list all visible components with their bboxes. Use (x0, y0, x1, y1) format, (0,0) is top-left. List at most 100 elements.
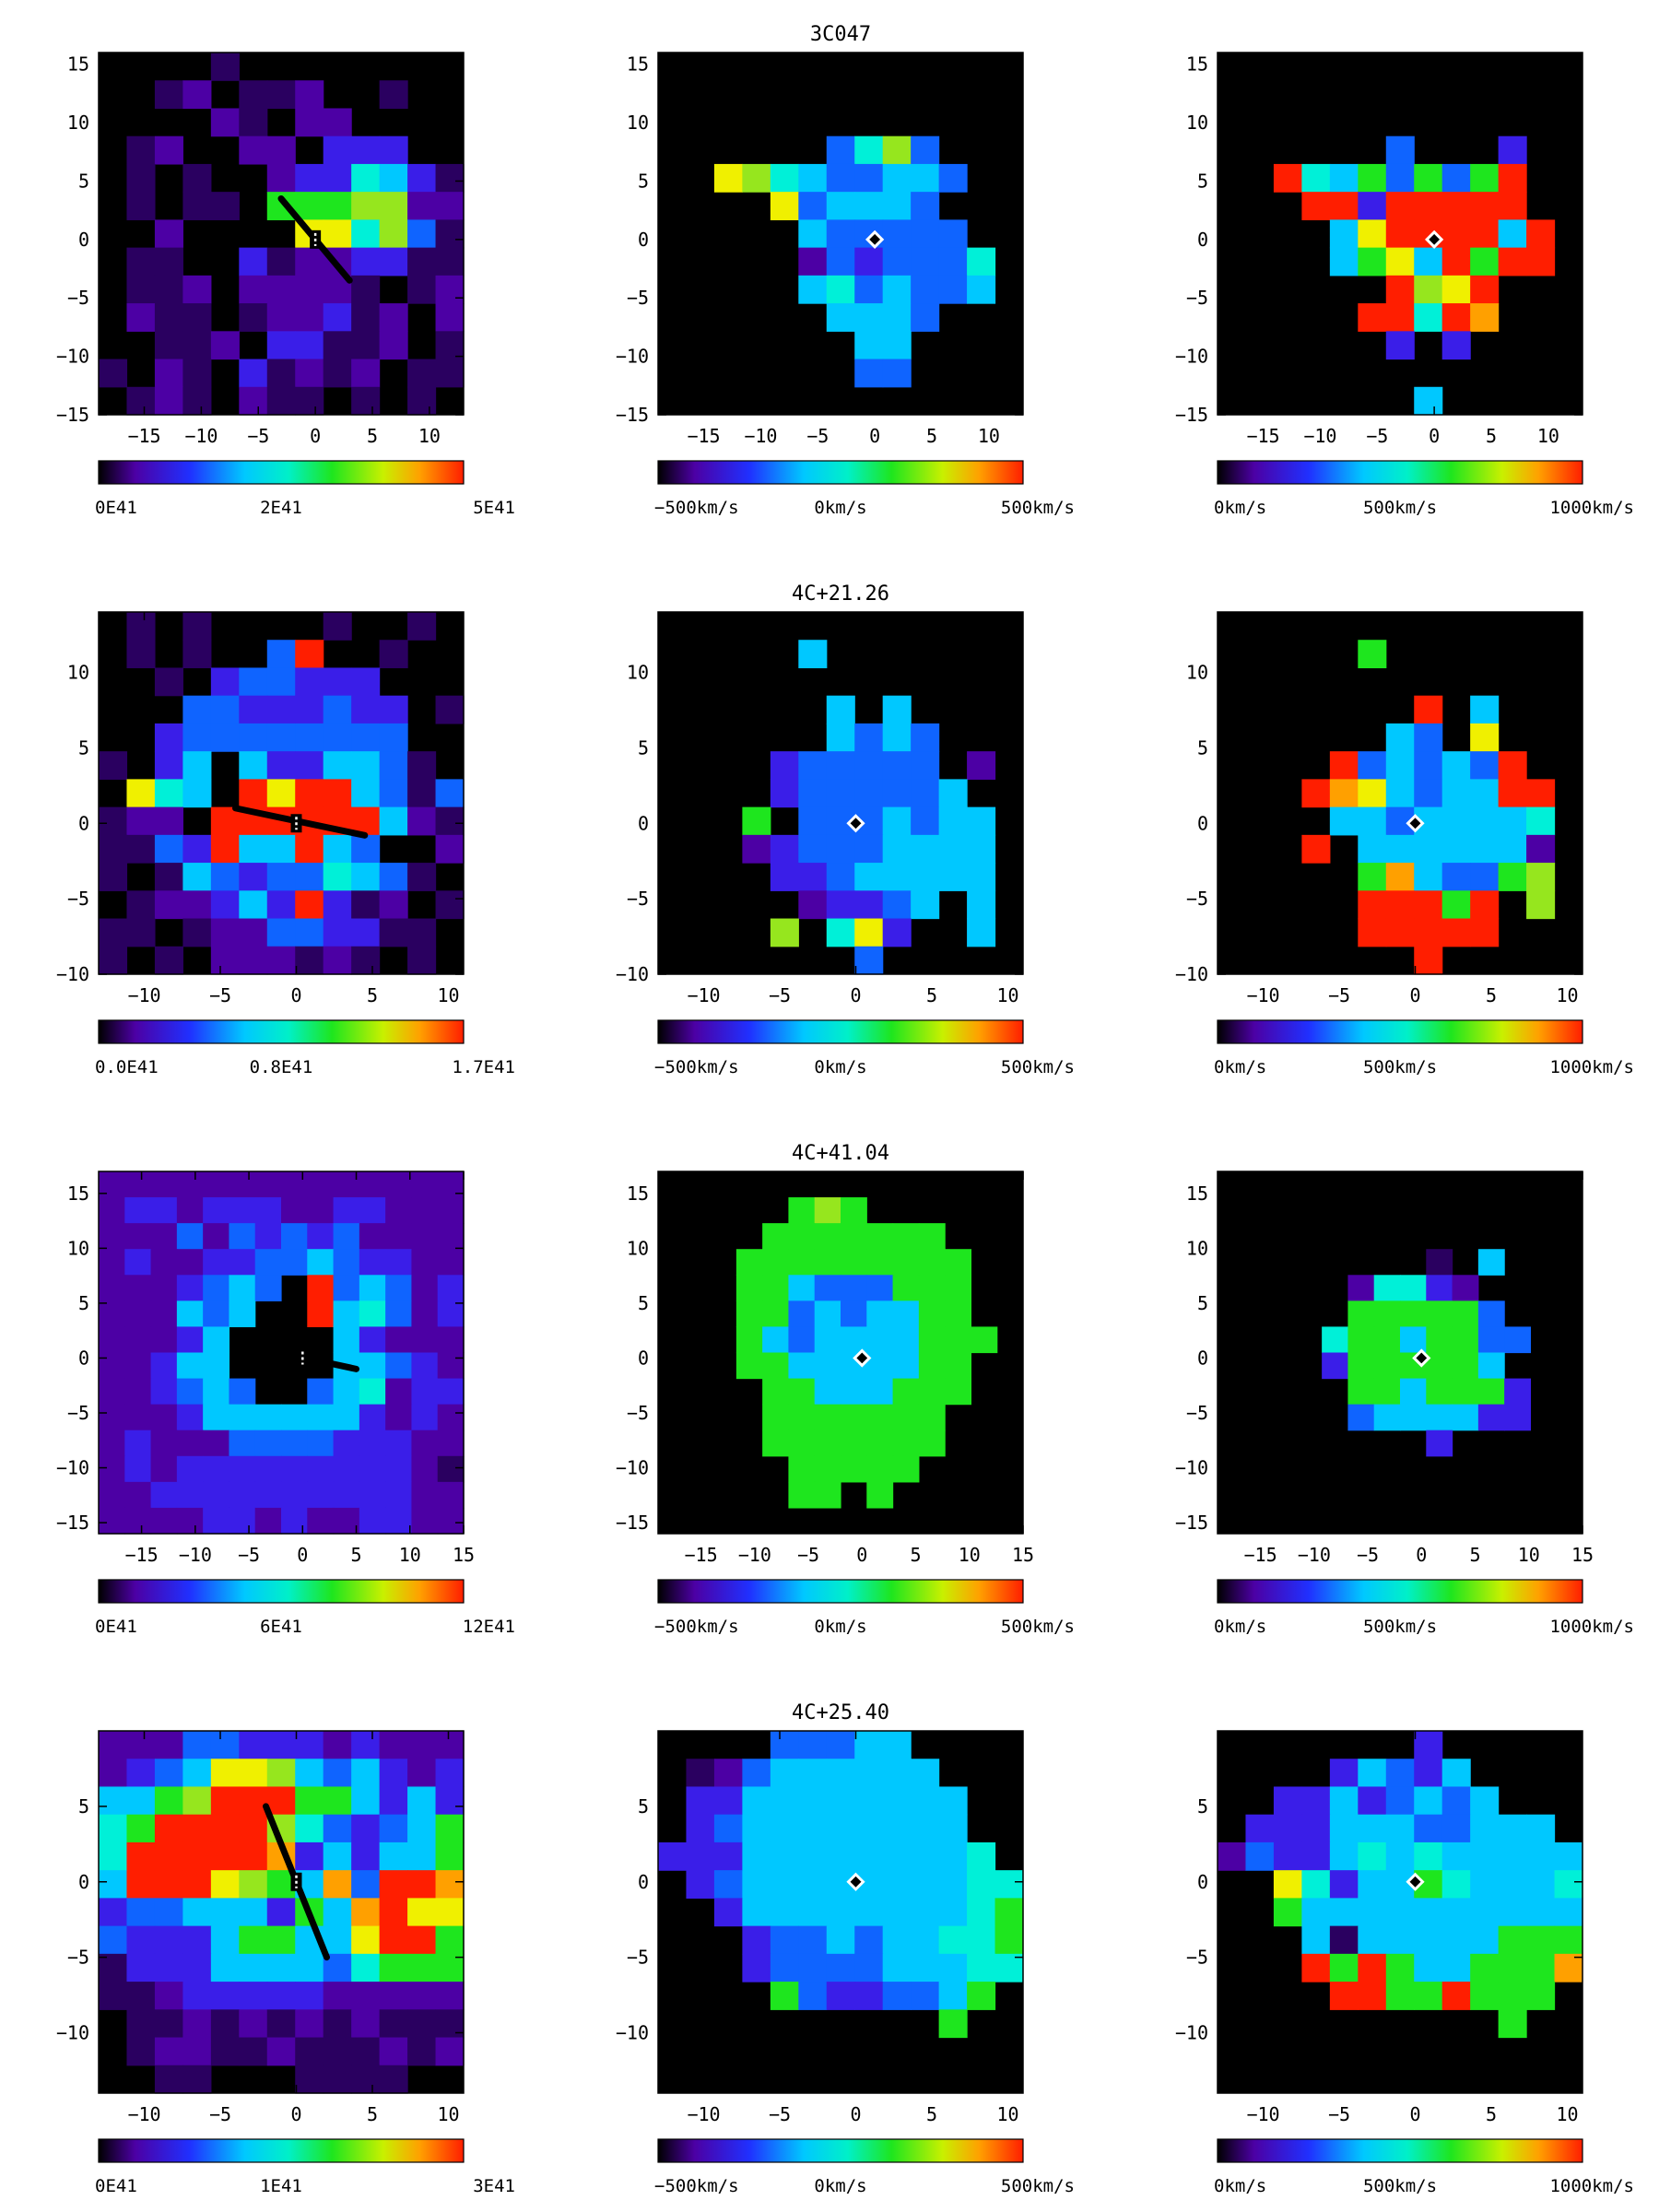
x-tick-label: 5 (1486, 2103, 1497, 2125)
map-pixel (1441, 192, 1471, 220)
map-pixel (938, 275, 968, 304)
map-pixel (295, 1982, 324, 2010)
map-pixel (150, 1507, 178, 1535)
map-pixel (210, 723, 240, 752)
map-pixel (295, 918, 324, 947)
map-pixel (351, 275, 381, 304)
panel-title: 4C+21.26 (792, 582, 889, 606)
map-pixel (379, 863, 408, 891)
map-pixel (967, 1841, 996, 1871)
map-pixel (154, 135, 183, 165)
map-pixel (229, 1275, 256, 1301)
map-pixel (1441, 779, 1471, 808)
map-pixel (826, 135, 855, 165)
velocity-map-4C+21.26: −10 −5 0 5 10 10 5 0 −5 −10 −500km/s 0km/s 500km/s (616, 611, 1075, 1077)
colorbar-label: −500km/s (654, 1617, 739, 1637)
x-tick-label: −5 (1366, 425, 1388, 447)
map-pixel (323, 135, 352, 165)
map-pixel (770, 1814, 799, 1843)
map-pixel (1301, 779, 1331, 808)
map-pixel (154, 863, 183, 891)
map-pixel (1358, 863, 1387, 891)
map-pixel (239, 667, 268, 697)
map-pixel (814, 1300, 841, 1328)
map-pixel (1477, 1249, 1505, 1276)
map-pixel (435, 303, 465, 332)
map-pixel (154, 834, 183, 864)
x-tick-label: 10 (418, 425, 441, 447)
map-pixel (814, 1455, 841, 1483)
map-pixel (229, 1300, 256, 1328)
map-pixel (435, 695, 465, 724)
colorbar-label: 0.8E41 (250, 1057, 313, 1077)
map-pixel (333, 1404, 360, 1431)
map-pixel (882, 1982, 912, 2010)
y-tick-label: −10 (616, 963, 649, 985)
map-pixel (239, 695, 268, 724)
map-pixel (788, 1378, 816, 1406)
map-pixel (1358, 751, 1387, 780)
map-pixel (281, 1481, 308, 1509)
map-pixel (266, 863, 296, 891)
map-pixel (1498, 806, 1527, 836)
map-pixel (1414, 1731, 1443, 1759)
map-pixel (154, 1953, 183, 1983)
map-pixel (126, 640, 156, 669)
map-pixel (126, 1870, 156, 1899)
map-pixel (854, 723, 884, 752)
map-pixel (323, 890, 352, 920)
x-tick-label: −5 (769, 2103, 791, 2125)
map-pixel (379, 163, 408, 193)
map-pixel (814, 1404, 841, 1431)
y-tick-label: −10 (616, 346, 649, 368)
map-pixel (1358, 1870, 1387, 1899)
map-pixel (379, 1786, 408, 1816)
map-pixel (435, 275, 465, 304)
map-pixel (351, 135, 381, 165)
map-pixel (295, 275, 324, 304)
colorbar-label: −500km/s (654, 498, 739, 518)
x-tick-label: −10 (127, 2103, 160, 2125)
map-pixel (770, 163, 799, 193)
map-pixel (1504, 1326, 1532, 1354)
map-pixel (854, 275, 884, 304)
map-pixel (295, 2065, 324, 2094)
map-pixel (882, 1870, 912, 1899)
map-pixel (182, 1870, 212, 1899)
map-pixel (938, 219, 968, 249)
map-pixel (1414, 163, 1443, 193)
map-pixel (323, 946, 352, 975)
map-pixel (762, 1430, 790, 1457)
map-pixel (126, 303, 156, 332)
y-tick-label: −5 (627, 1947, 649, 1969)
map-pixel (826, 863, 855, 891)
colorbar (657, 1579, 1024, 1604)
map-pixel (239, 386, 268, 416)
y-tick-label: −5 (67, 1947, 89, 1969)
map-pixel (866, 1404, 894, 1431)
map-pixel (967, 751, 996, 780)
map-pixel (435, 2037, 465, 2066)
map-pixel (351, 1841, 381, 1871)
map-pixel (1358, 1786, 1387, 1816)
map-pixel (911, 890, 940, 920)
map-pixel (686, 1786, 715, 1816)
map-pixel (239, 108, 268, 137)
map-pixel (307, 1223, 335, 1250)
y-tick-label: −10 (1175, 1457, 1208, 1479)
map-pixel (210, 53, 240, 81)
map-pixel (1498, 863, 1527, 891)
map-pixel (411, 1455, 439, 1483)
map-pixel (1301, 1841, 1331, 1871)
map-pixel (239, 359, 268, 388)
map-pixel (854, 1925, 884, 1955)
map-pixel (882, 779, 912, 808)
x-tick-label: 10 (1556, 984, 1578, 1006)
map-pixel (323, 1870, 352, 1899)
map-pixel (154, 806, 183, 836)
map-pixel (911, 303, 940, 332)
map-pixel (882, 1898, 912, 1927)
map-pixel (266, 667, 296, 697)
map-pixel (379, 80, 408, 110)
map-pixel (967, 890, 996, 920)
